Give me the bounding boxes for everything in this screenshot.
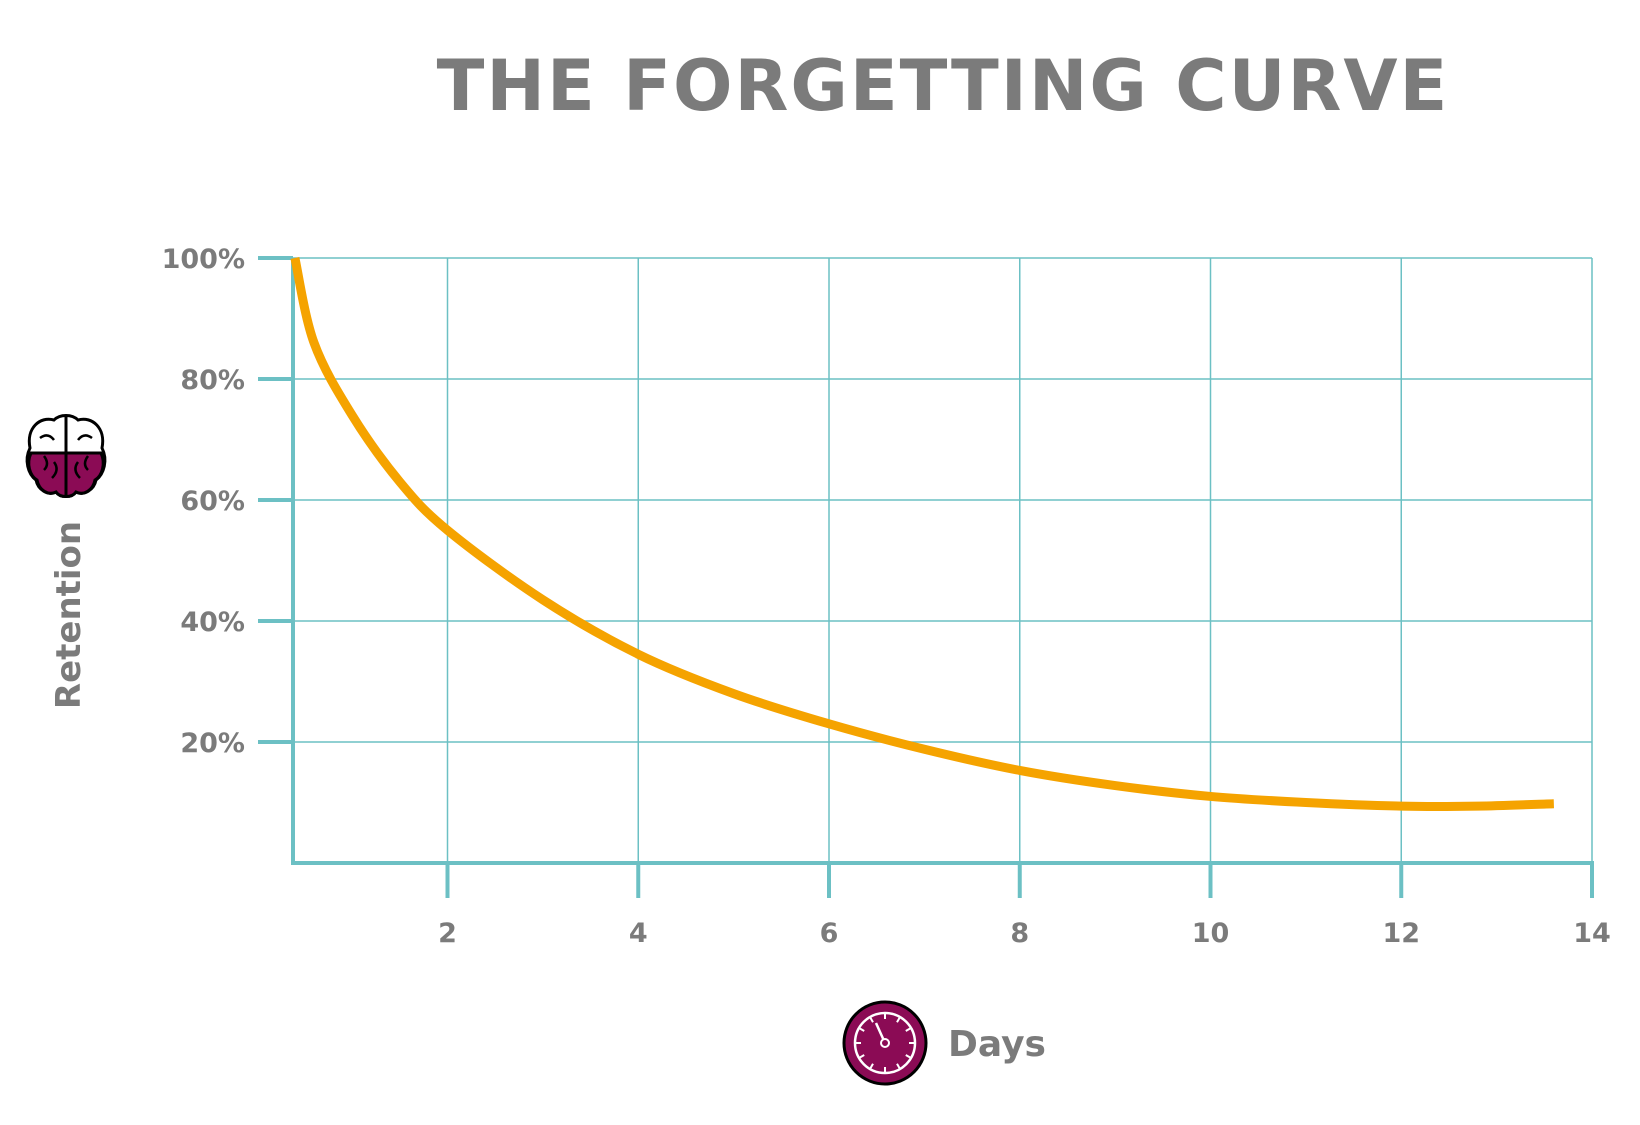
clock-tick — [858, 1027, 865, 1032]
y-tick-label: 100% — [162, 244, 245, 275]
axes — [258, 256, 1594, 898]
clock-tick — [869, 1016, 874, 1023]
x-tick-label: 12 — [1382, 918, 1420, 949]
x-axis-label: Days — [948, 1024, 1046, 1065]
clock-tick — [896, 1016, 901, 1023]
x-tick-label: 10 — [1192, 918, 1230, 949]
x-tick-label: 8 — [1010, 918, 1029, 949]
y-tick-label: 80% — [180, 365, 245, 396]
y-tick-label: 60% — [180, 486, 245, 517]
clock-tick — [905, 1027, 912, 1032]
x-tick-label: 6 — [820, 918, 839, 949]
clock-tick — [869, 1063, 874, 1070]
x-tick-label: 2 — [438, 918, 457, 949]
brain-icon — [25, 414, 107, 498]
y-axis-label: Retention — [49, 521, 89, 709]
grid — [293, 257, 1593, 863]
y-tick-labels: 20% 40% 60% 80% 100% — [162, 244, 245, 759]
x-tick-label: 14 — [1573, 918, 1611, 949]
clock-icon — [842, 1000, 928, 1086]
retention-curve — [290, 257, 1554, 812]
x-tick-label: 4 — [629, 918, 648, 949]
clock-tick — [896, 1063, 901, 1070]
clock-tick — [858, 1054, 865, 1059]
y-tick-label: 20% — [180, 728, 245, 759]
chart-title: THE FORGETTING CURVE — [437, 45, 1450, 127]
y-tick-label: 40% — [180, 607, 245, 638]
x-tick-labels: 2 4 6 8 10 12 14 — [438, 918, 1611, 949]
clock-tick — [905, 1054, 912, 1059]
